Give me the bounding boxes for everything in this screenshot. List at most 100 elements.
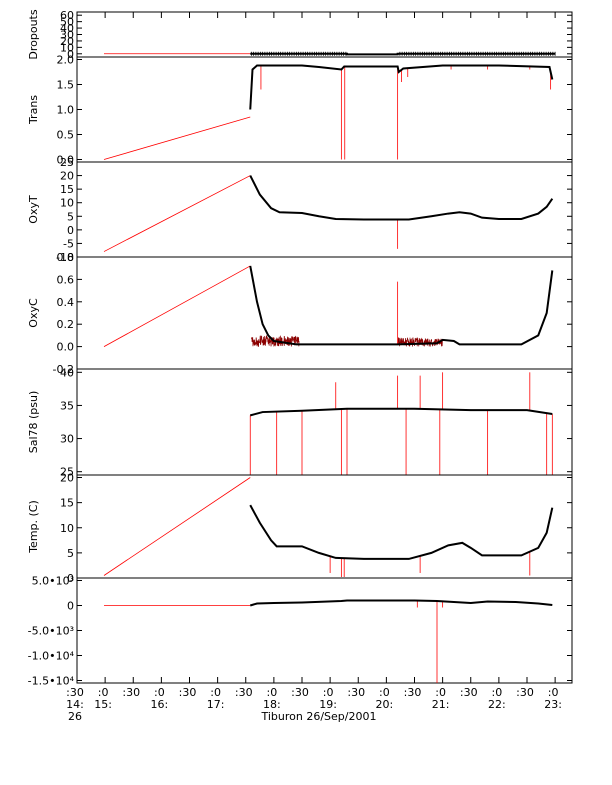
- y-axis-label: Sal78 (psu): [27, 391, 40, 454]
- y-tick-label: 40: [60, 22, 74, 35]
- x-tick-label: :30: [404, 686, 422, 699]
- y-tick-label: 0: [67, 600, 74, 613]
- y-axis-label: OxyT: [27, 195, 40, 224]
- y-tick-label: 0: [67, 48, 74, 61]
- y-tick-label: 10: [60, 197, 74, 210]
- y-tick-label: 60: [60, 9, 74, 22]
- y-axis-label: Dropouts: [27, 9, 40, 59]
- x-tick-label: :30: [347, 686, 365, 699]
- y-tick-label: 15: [60, 497, 74, 510]
- panel-1: 0.0 0.5 1.0 1.5 2.0 Trans: [27, 54, 573, 167]
- x-tick-label: 22:: [488, 698, 506, 711]
- y-tick-label: 25: [60, 466, 74, 479]
- panel-frame: [76, 11, 573, 58]
- y-tick-label: -10: [56, 251, 74, 264]
- y-tick-label: 0.8: [57, 251, 75, 264]
- x-tick-label: :0: [154, 686, 165, 699]
- panel-4: 25 30 35 40 Sal78 (psu): [27, 366, 573, 479]
- y-tick-label: -0.2: [53, 363, 74, 376]
- interp-series: [103, 175, 251, 252]
- data-series: [249, 599, 553, 607]
- data-series: [249, 64, 554, 110]
- x-tick-label: 21:: [432, 698, 450, 711]
- x-tick-label: 17:: [207, 698, 225, 711]
- panel-frame: [76, 474, 573, 579]
- panel-frame: [76, 56, 573, 163]
- y-tick-label: 0: [67, 224, 74, 237]
- x-tick-label: :30: [235, 686, 253, 699]
- y-tick-label: 50: [60, 16, 74, 29]
- y-tick-label: -5.0•10³: [28, 625, 74, 638]
- x-tick-label: :0: [210, 686, 221, 699]
- x-tick-label: :0: [267, 686, 278, 699]
- x-tick-label: :0: [379, 686, 390, 699]
- panel-3: -0.2 0.0 0.2 0.4 0.6 0.8 OxyC: [27, 251, 573, 376]
- interp-series: [103, 116, 251, 160]
- x-tick-label: :30: [291, 686, 309, 699]
- y-tick-label: 0.6: [57, 273, 75, 286]
- y-tick-label: 35: [60, 399, 74, 412]
- x-tick-label: 16:: [151, 698, 169, 711]
- x-tick-label: 23:: [544, 698, 562, 711]
- y-tick-label: 30: [60, 29, 74, 42]
- y-tick-label: 2.0: [57, 54, 75, 67]
- y-tick-label: 5: [67, 547, 74, 560]
- y-tick-label: 0.4: [57, 296, 75, 309]
- y-tick-label: 20: [60, 472, 74, 485]
- y-tick-label: 30: [60, 433, 74, 446]
- x-tick-label: :0: [435, 686, 446, 699]
- y-axis-label: Temp. (C): [27, 500, 40, 554]
- y-tick-label: 20: [60, 170, 74, 183]
- y-tick-label: 1.5: [57, 79, 75, 92]
- x-tick-label: 18:: [263, 698, 281, 711]
- y-tick-label: 0.5: [57, 129, 75, 142]
- y-tick-label: 10: [60, 522, 74, 535]
- x-tick-label: :30: [66, 686, 84, 699]
- data-series: [249, 407, 553, 417]
- x-tick-label: 20:: [376, 698, 394, 711]
- panel-frame: [76, 256, 573, 370]
- data-series: [249, 265, 554, 346]
- y-axis-label: Trans: [27, 95, 40, 125]
- x-axis-title: Tiburon 26/Sep/2001: [260, 710, 376, 723]
- y-tick-label: 0.0: [57, 341, 75, 354]
- y-tick-label: 10: [60, 41, 74, 54]
- x-tick-label: 19:: [319, 698, 337, 711]
- data-series: [249, 504, 554, 560]
- y-axis-label: OxyC: [27, 298, 40, 328]
- y-tick-label: 25: [60, 156, 74, 169]
- interp-series: [103, 265, 251, 347]
- y-tick-label: -5: [63, 237, 74, 250]
- x-tick-label: :30: [516, 686, 534, 699]
- x-tick-label: :30: [460, 686, 478, 699]
- panel-frame: [76, 577, 573, 684]
- x-tick-label: :0: [492, 686, 503, 699]
- x-tick-label: :30: [179, 686, 197, 699]
- x-tick-label: 14:: [66, 698, 84, 711]
- x-tick-label: :30: [122, 686, 140, 699]
- panel-frame: [76, 368, 573, 476]
- y-tick-label: 1.0: [57, 104, 75, 117]
- x-tick-label: :0: [98, 686, 109, 699]
- x-tick-label: :0: [323, 686, 334, 699]
- y-tick-label: -1.5•10⁴: [28, 675, 75, 688]
- y-tick-label: 40: [60, 366, 74, 379]
- y-tick-label: 5: [67, 210, 74, 223]
- interp-series: [103, 477, 251, 576]
- data-series: [249, 175, 554, 221]
- y-tick-label: 20: [60, 35, 74, 48]
- y-tick-label: -1.0•10⁴: [28, 650, 75, 663]
- x-tick-label: 26: [68, 710, 82, 723]
- x-tick-label: :0: [548, 686, 559, 699]
- y-tick-label: 0.0: [57, 154, 75, 167]
- noise-series: [397, 336, 443, 347]
- y-tick-label: 0.2: [57, 318, 75, 331]
- panel-frame: [76, 161, 573, 258]
- data-series: [250, 52, 556, 56]
- y-tick-label: 0: [67, 572, 74, 585]
- y-tick-label: 5.0•10³: [32, 575, 74, 588]
